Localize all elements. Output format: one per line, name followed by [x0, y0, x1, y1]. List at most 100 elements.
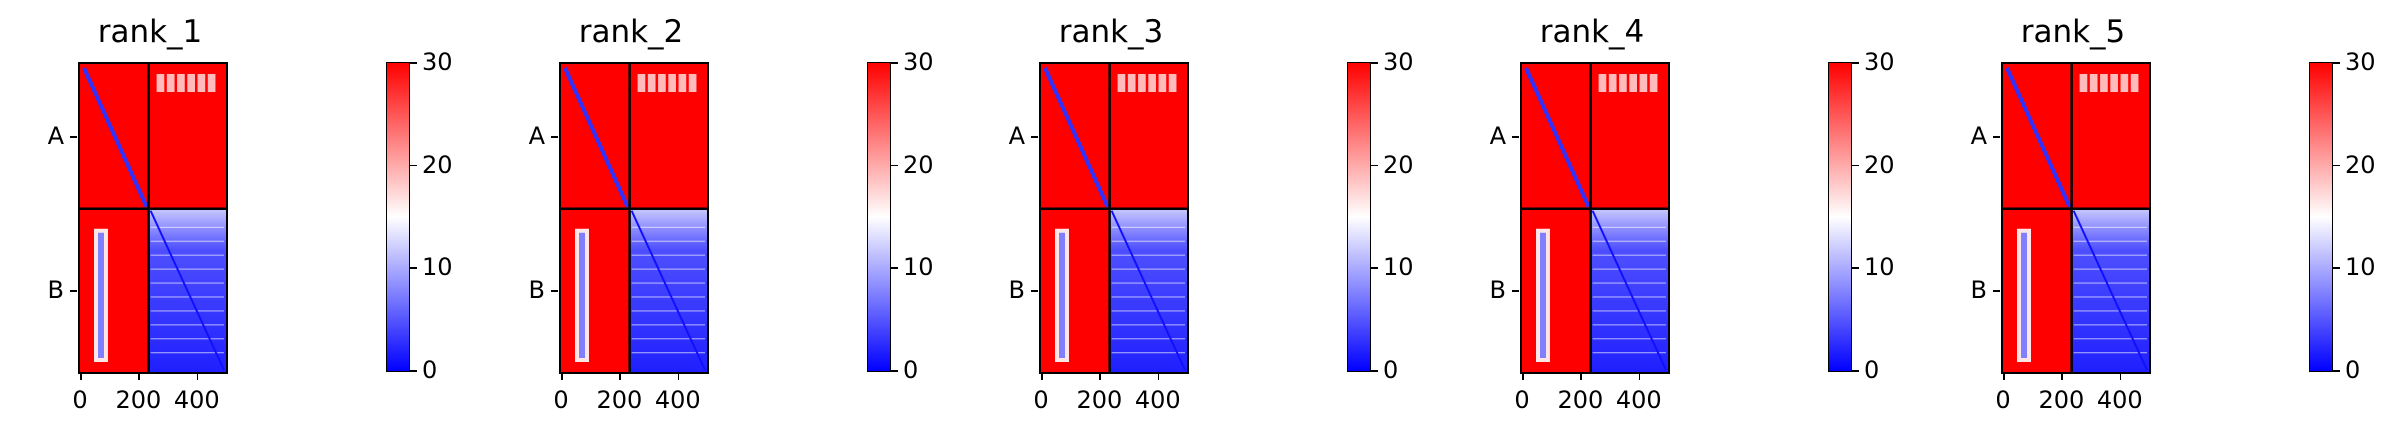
- diagonal-a: [82, 67, 149, 208]
- colorbar-tick-label: 30: [2345, 48, 2376, 76]
- ab-band: [637, 74, 646, 92]
- colorbar-tick-label: 0: [1864, 356, 1880, 384]
- colorbar-tick-label: 0: [2345, 356, 2361, 384]
- ab-band: [1117, 74, 1126, 92]
- x-tick: [1522, 373, 1524, 380]
- colorbar-tick: [891, 164, 898, 167]
- bb-stripe: [2073, 352, 2147, 354]
- bb-stripe: [1111, 226, 1185, 228]
- x-tick-label: 400: [654, 386, 701, 414]
- ba-column-core: [579, 232, 585, 358]
- x-tick: [196, 373, 199, 380]
- ab-band: [1649, 74, 1658, 92]
- diagonal-b: [1591, 210, 1667, 371]
- y-tick: [70, 290, 77, 292]
- bb-stripe: [150, 226, 224, 228]
- colorbar-tick-label: 0: [1383, 356, 1399, 384]
- ab-band: [2089, 74, 2098, 92]
- diagonal-b: [2072, 210, 2148, 371]
- bb-stripe: [1592, 268, 1666, 270]
- colorbar: [386, 62, 410, 372]
- diagonal-a: [1043, 67, 1110, 208]
- bb-stripe: [631, 268, 705, 270]
- x-tick: [1041, 373, 1043, 380]
- x-tick: [2061, 373, 2063, 380]
- ab-band: [1168, 74, 1177, 92]
- ab-band: [647, 74, 656, 92]
- colorbar-tick: [1371, 164, 1378, 167]
- ba-column-core: [1059, 232, 1065, 358]
- colorbar-tick: [410, 164, 417, 167]
- ab-band: [166, 74, 175, 92]
- y-tick-label: A: [528, 122, 545, 151]
- x-tick-label: 0: [72, 386, 88, 414]
- x-tick: [1099, 373, 1101, 380]
- colorbar-tick: [2333, 370, 2340, 372]
- colorbar-tick: [2333, 62, 2340, 64]
- bb-stripe: [2073, 338, 2147, 340]
- y-tick: [1031, 136, 1038, 138]
- heatmap: [1520, 62, 1670, 374]
- y-tick-label: A: [47, 122, 64, 151]
- colorbar: [1347, 62, 1371, 372]
- colorbar-tick-label: 0: [422, 356, 438, 384]
- x-tick-label: 200: [1076, 386, 1123, 414]
- x-tick: [2119, 373, 2122, 380]
- bb-stripe: [631, 310, 705, 312]
- ab-band: [2110, 74, 2118, 92]
- x-tick-label: 400: [173, 386, 220, 414]
- bb-stripe: [631, 338, 705, 340]
- diagonal-b: [630, 210, 706, 371]
- bb-stripe: [1592, 226, 1666, 228]
- colorbar-tick: [2333, 164, 2340, 167]
- colorbar-tick: [410, 62, 417, 64]
- ab-band: [1639, 74, 1648, 92]
- bb-stripe: [150, 240, 224, 242]
- panel-rank_1: rank_1 A B 0 200 400 0 10 20 30: [20, 0, 500, 438]
- diagonal-a: [1524, 67, 1591, 208]
- x-tick-label: 200: [2038, 386, 2085, 414]
- ab-band: [156, 74, 165, 92]
- y-tick: [1993, 290, 2000, 292]
- ab-band: [678, 74, 687, 92]
- ab-band: [1598, 74, 1607, 92]
- ab-band: [207, 74, 216, 92]
- x-tick: [619, 373, 621, 380]
- bb-stripe: [2073, 282, 2147, 284]
- bb-stripe: [2073, 240, 2147, 242]
- ab-band: [1138, 74, 1146, 92]
- panel-title: rank_5: [2020, 14, 2126, 50]
- ab-band: [2079, 74, 2088, 92]
- colorbar-tick: [410, 370, 417, 372]
- y-tick-label: B: [528, 276, 545, 305]
- colorbar: [1828, 62, 1852, 372]
- bb-stripe: [631, 226, 705, 228]
- x-tick: [138, 373, 140, 380]
- y-tick: [1512, 136, 1519, 138]
- ab-band: [1629, 74, 1637, 92]
- bb-stripe: [1592, 240, 1666, 242]
- colorbar-tick-label: 10: [903, 253, 934, 282]
- bb-stripe: [631, 240, 705, 242]
- x-tick-label: 400: [1615, 386, 1662, 414]
- bb-stripe: [150, 338, 224, 340]
- x-tick: [2003, 373, 2005, 380]
- x-tick-label: 0: [553, 386, 569, 414]
- bb-stripe: [1111, 310, 1185, 312]
- x-tick: [1157, 373, 1160, 380]
- x-tick-label: 400: [1134, 386, 1181, 414]
- panel-title: rank_2: [578, 14, 684, 50]
- ba-column-core: [98, 232, 104, 358]
- ab-band: [688, 74, 697, 92]
- panel-rank_5: rank_5 A B 0 200 400 0 10 20 30: [1943, 0, 2401, 438]
- bb-stripe: [1592, 310, 1666, 312]
- colorbar-tick: [1852, 267, 1859, 269]
- x-tick-label: 200: [596, 386, 643, 414]
- ab-band: [658, 74, 666, 92]
- ba-column-core: [1540, 232, 1546, 358]
- colorbar-tick-label: 10: [2345, 253, 2376, 282]
- bb-stripe: [150, 324, 224, 326]
- heatmap: [1039, 62, 1189, 374]
- bb-stripe: [1592, 338, 1666, 340]
- bb-stripe: [631, 296, 705, 298]
